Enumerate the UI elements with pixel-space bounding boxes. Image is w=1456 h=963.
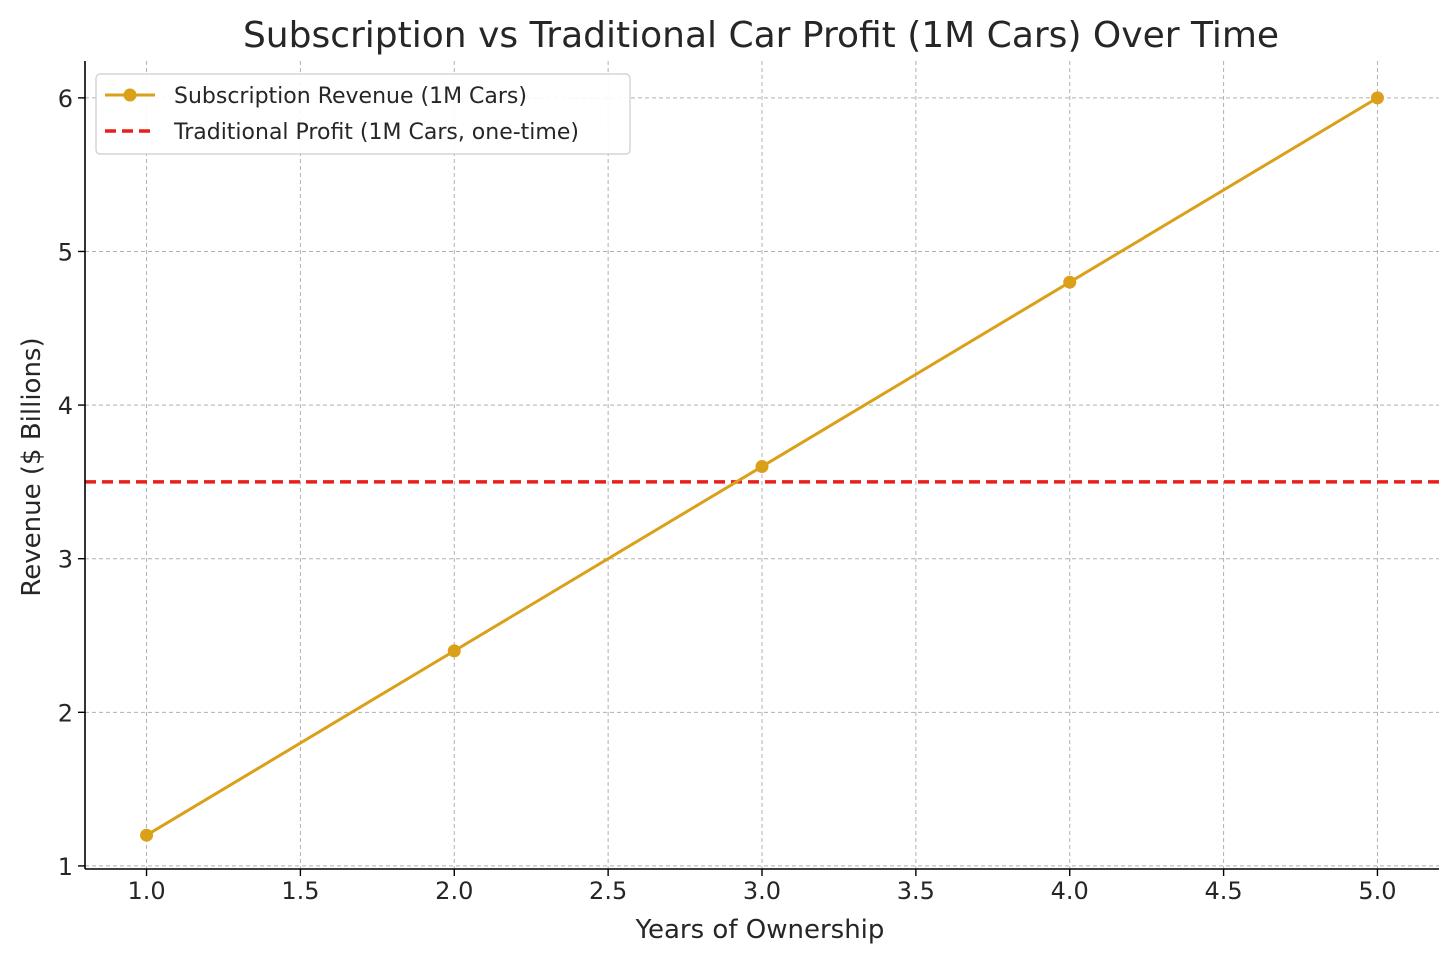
legend-box	[95, 73, 631, 155]
legend-label-subscription: Subscription Revenue (1M Cars)	[174, 84, 527, 109]
x-tick-label: 1.5	[281, 877, 319, 905]
legend-marker-subscription	[123, 88, 137, 102]
y-tick-label: 5	[58, 238, 73, 266]
series	[85, 91, 1439, 842]
y-tick-label: 4	[58, 392, 73, 420]
subscription-data-point	[447, 644, 461, 658]
x-tick-label: 1.0	[127, 877, 165, 905]
subscription-data-point	[140, 828, 154, 842]
y-tick-label: 2	[58, 699, 73, 727]
x-axis-label: Years of Ownership	[635, 915, 885, 945]
x-tick-label: 3.0	[743, 877, 781, 905]
ticks: 1.0 1.5 2.0 2.5 3.0 3.5 4.0 4.5 5.0 1 2 3 4 5 6	[58, 85, 1397, 905]
y-tick-label: 6	[58, 85, 73, 113]
y-tick-label: 1	[58, 853, 73, 881]
x-tick-label: 5.0	[1358, 877, 1396, 905]
x-tick-label: 3.5	[897, 877, 935, 905]
subscription-data-point	[1370, 91, 1384, 105]
legend: Subscription Revenue (1M Cars) Tradition…	[95, 73, 631, 155]
x-tick-label: 4.5	[1205, 877, 1243, 905]
x-tick-label: 2.0	[435, 877, 473, 905]
chart-title: Subscription vs Traditional Car Profit (…	[243, 15, 1279, 56]
subscription-data-point	[1063, 275, 1077, 289]
subscription-data-point	[755, 460, 769, 474]
x-tick-label: 4.0	[1051, 877, 1089, 905]
y-tick-label: 3	[58, 546, 73, 574]
y-axis-label: Revenue ($ Billions)	[17, 337, 47, 596]
legend-label-traditional: Traditional Profit (1M Cars, one-time)	[173, 120, 579, 145]
x-tick-label: 2.5	[589, 877, 627, 905]
